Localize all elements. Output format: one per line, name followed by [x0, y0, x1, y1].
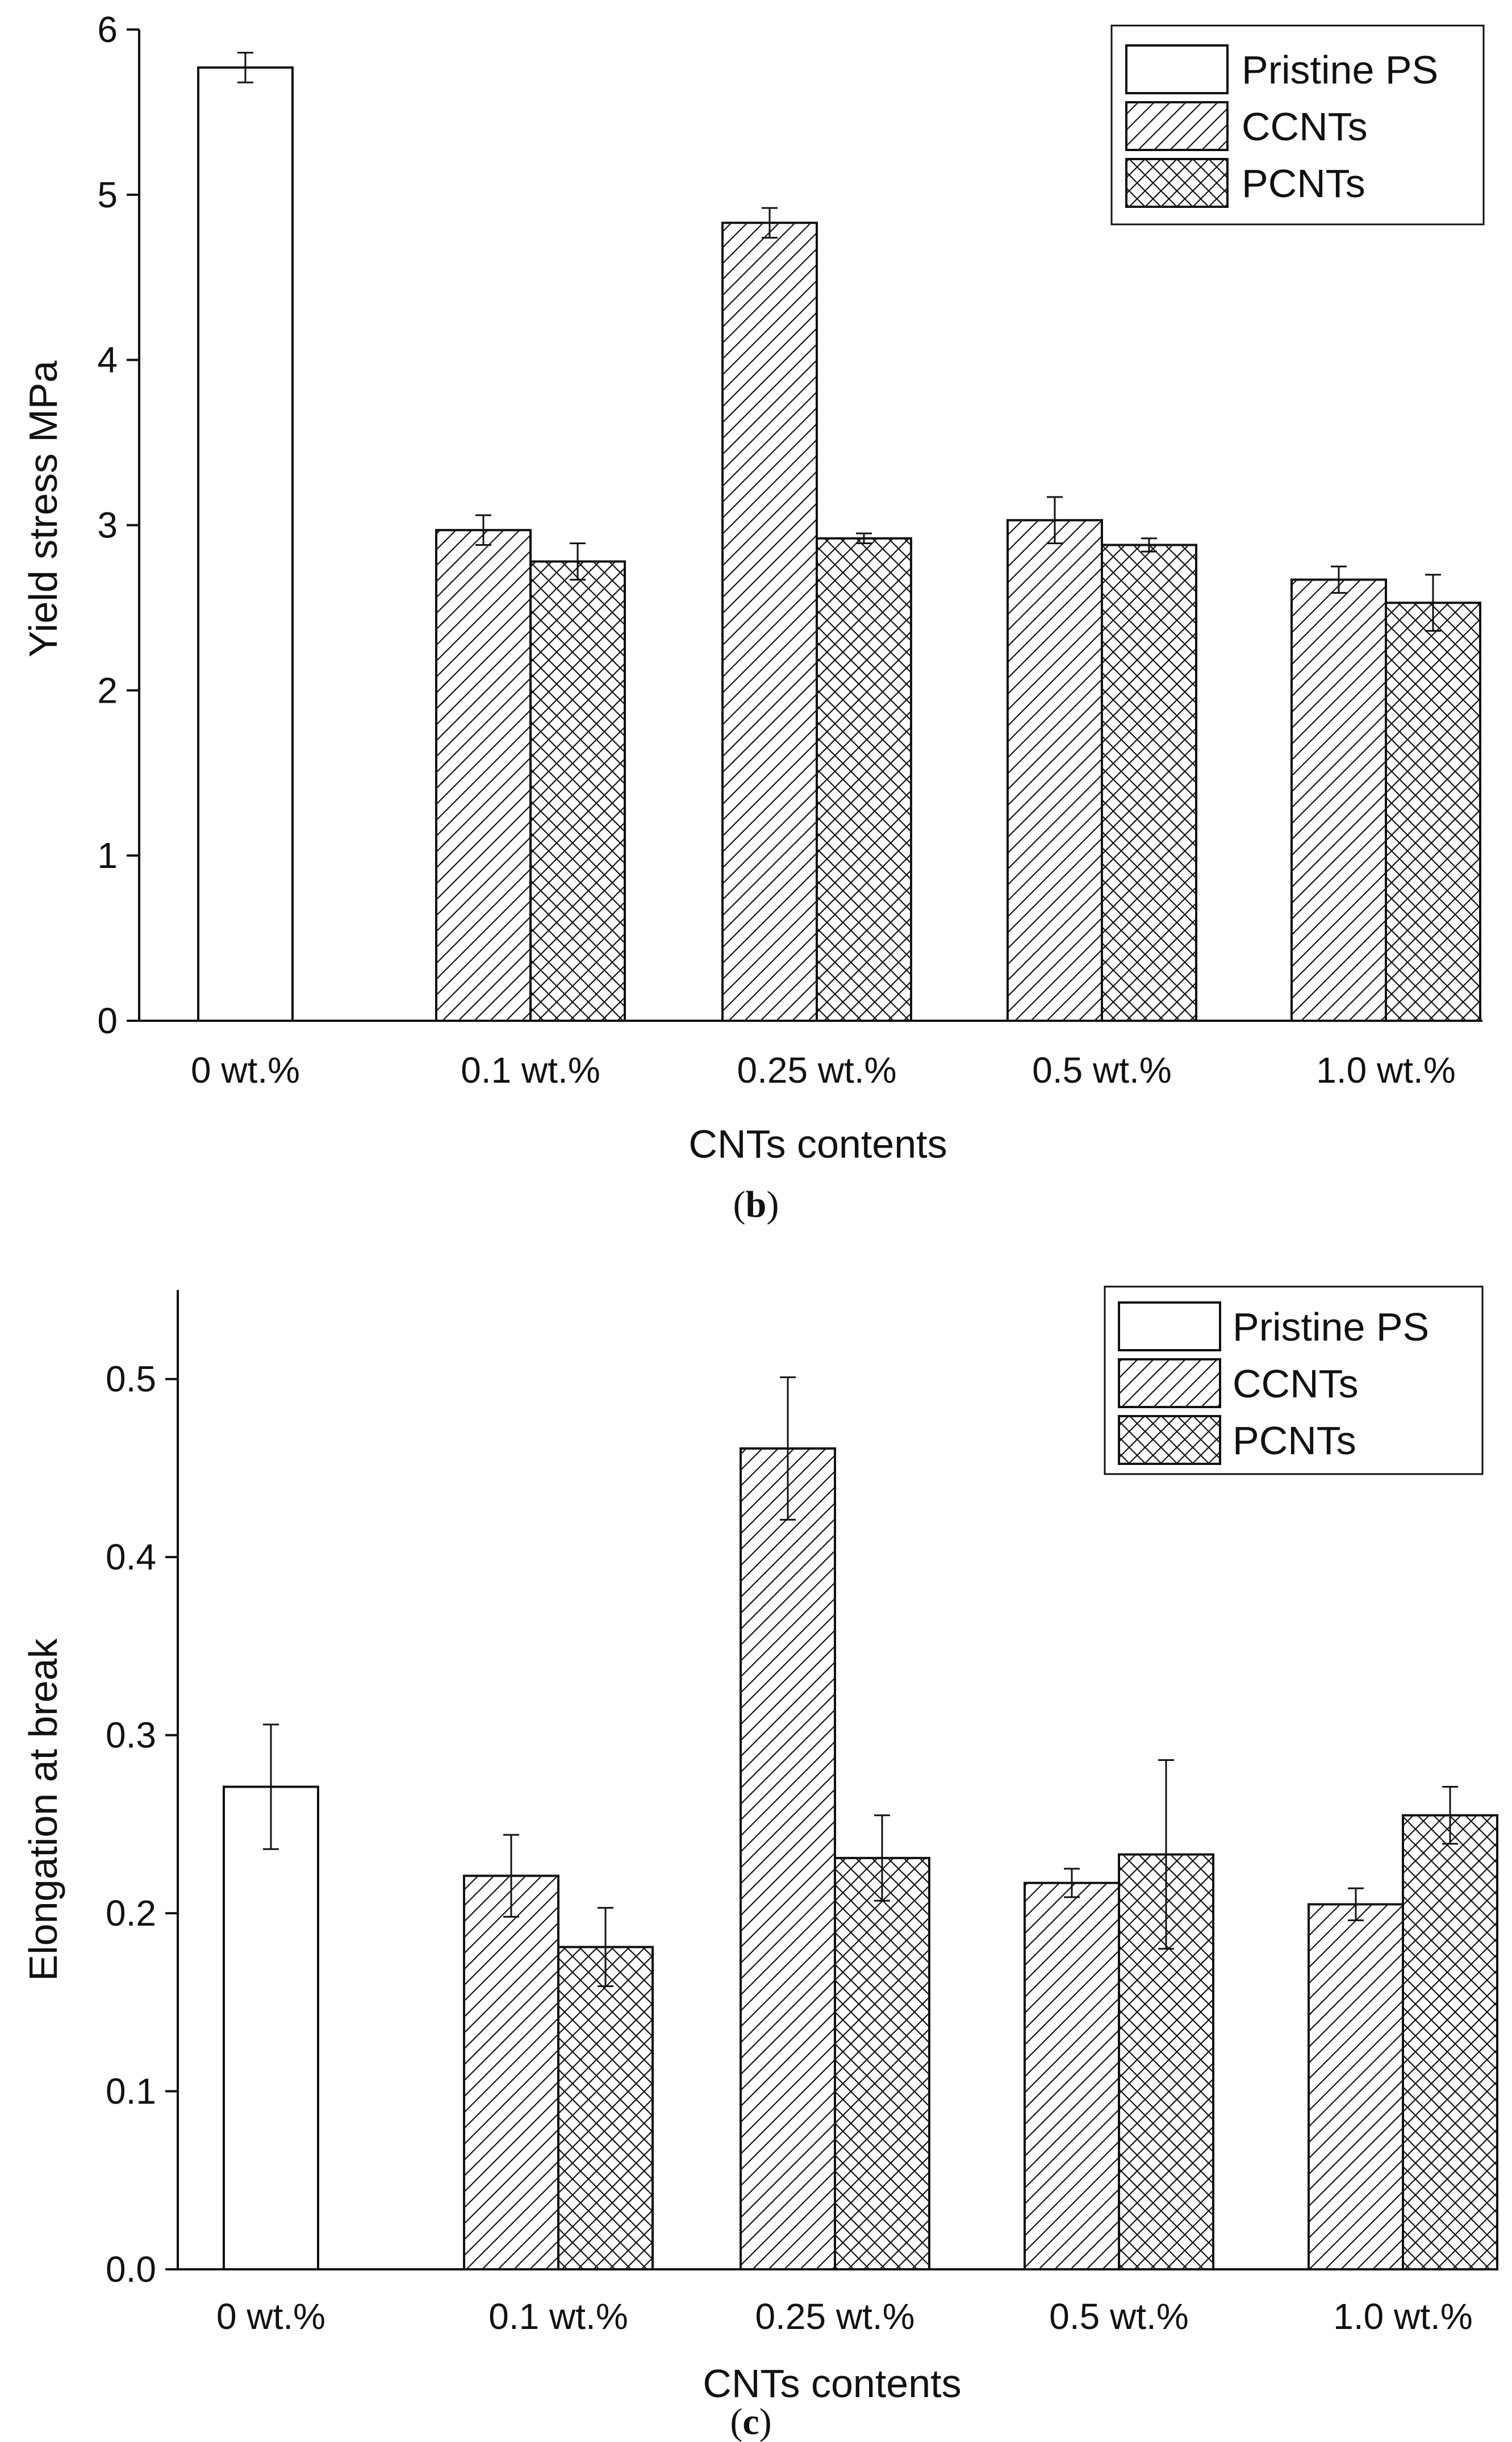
y-tick-label: 0.0 — [106, 2249, 156, 2290]
y-tick-label: 0.3 — [106, 1715, 156, 1756]
legend-swatch — [1118, 1358, 1221, 1408]
panel-caption: (c) — [730, 2401, 771, 2442]
bar — [1385, 602, 1481, 1022]
bar — [816, 537, 912, 1022]
chart-panel-c: Elongation at break CNTs contents (c) 0.… — [21, 1285, 1498, 2442]
legend-swatch — [1118, 1415, 1221, 1465]
x-tick-label: 0 wt.% — [216, 2296, 325, 2337]
x-tick-label: 0.5 wt.% — [1032, 1050, 1171, 1091]
legend-swatch — [1125, 44, 1229, 94]
legend-label: CCNTs — [1242, 105, 1368, 149]
x-tick-label: 0.1 wt.% — [488, 2296, 628, 2337]
x-tick-label: 0 wt.% — [191, 1050, 300, 1091]
caption-close: ) — [766, 1184, 779, 1225]
y-tick-label: 6 — [97, 9, 118, 50]
y-tick-label: 0.4 — [106, 1537, 156, 1577]
legend-label: PCNTs — [1242, 161, 1365, 206]
legend-label: CCNTs — [1233, 1362, 1359, 1406]
caption-close: ) — [759, 2401, 772, 2442]
x-axis-label: CNTs contents — [703, 2361, 961, 2406]
legend-swatch — [1118, 1301, 1221, 1351]
bar — [1006, 519, 1103, 1022]
panel-caption: (b) — [733, 1184, 779, 1225]
y-tick-label: 2 — [97, 670, 118, 711]
legend-swatch — [1125, 158, 1229, 208]
caption-letter: c — [742, 2401, 759, 2442]
legend-label: Pristine PS — [1233, 1305, 1429, 1349]
y-tick-label: 0.1 — [106, 2071, 156, 2112]
x-tick-label: 0.5 wt.% — [1049, 2296, 1188, 2337]
bar — [435, 529, 532, 1022]
caption-open: ( — [733, 1184, 746, 1225]
bar — [557, 1946, 654, 2270]
bar — [463, 1875, 559, 2270]
bar — [1402, 1814, 1498, 2270]
bar — [197, 66, 294, 1022]
bar — [1308, 1903, 1404, 2271]
x-axis-label: CNTs contents — [688, 1122, 947, 1166]
bar — [529, 560, 626, 1022]
y-tick-label: 5 — [97, 174, 118, 215]
y-tick-label: 0.5 — [106, 1359, 156, 1400]
bar — [223, 1785, 319, 2270]
caption-open: ( — [730, 2401, 742, 2442]
caption-letter: b — [746, 1184, 767, 1225]
y-tick-label: 0.2 — [106, 1893, 156, 1934]
x-tick-label: 1.0 wt.% — [1316, 1050, 1455, 1091]
bar — [1101, 544, 1197, 1022]
x-tick-label: 0.1 wt.% — [461, 1050, 600, 1091]
y-axis-label: Yield stress MPa — [21, 361, 65, 658]
bar — [1024, 1881, 1120, 2271]
x-tick-label: 1.0 wt.% — [1333, 2296, 1472, 2337]
legend-swatch — [1125, 101, 1229, 151]
bar — [1290, 578, 1387, 1022]
x-tick-label: 0.25 wt.% — [737, 1050, 896, 1091]
y-tick-label: 3 — [97, 505, 118, 546]
y-tick-label: 1 — [97, 835, 118, 876]
legend: Pristine PS CCNTs PCNTs — [1104, 1285, 1484, 1475]
y-tick-label: 4 — [97, 340, 118, 381]
y-tick-label: 0 — [97, 1000, 118, 1041]
legend-label: PCNTs — [1233, 1418, 1356, 1463]
legend-label: Pristine PS — [1242, 48, 1438, 92]
bar — [834, 1856, 930, 2270]
y-axis-label: Elongation at break — [21, 1638, 65, 1981]
x-tick-label: 0.25 wt.% — [755, 2296, 914, 2337]
bar — [721, 222, 818, 1022]
legend: Pristine PS CCNTs PCNTs — [1110, 24, 1485, 226]
bar — [740, 1447, 836, 2271]
chart-panel-b: Yield stress MPa CNTs contents (b) 0 1 2 3 4… — [21, 9, 1485, 1225]
